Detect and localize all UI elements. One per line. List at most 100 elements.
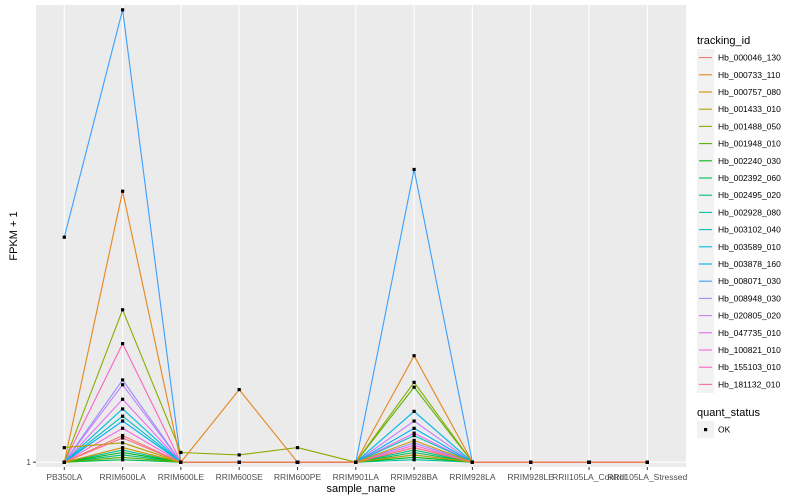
data-point bbox=[121, 436, 125, 440]
x-tick-label: RRIM928LE bbox=[508, 472, 555, 482]
legend: tracking_id quant_status Hb_000046_130 Hb… bbox=[697, 35, 781, 439]
data-point bbox=[121, 433, 125, 438]
legend-item-hb-001433-010: Hb_001433_010 bbox=[697, 100, 781, 118]
data-point bbox=[412, 354, 416, 358]
data-point bbox=[121, 8, 125, 12]
legend-label: Hb_100821_010 bbox=[718, 345, 781, 355]
x-tick-label: RRII105LA_Stressed bbox=[607, 472, 687, 482]
data-point bbox=[354, 460, 358, 464]
legend-item-hb-181132-010: Hb_181132_010 bbox=[697, 375, 781, 393]
legend-item-hb-002240-030: Hb_002240_030 bbox=[697, 152, 781, 170]
data-point bbox=[179, 460, 183, 464]
x-axis-title: sample_name bbox=[326, 483, 395, 495]
data-point bbox=[121, 446, 125, 450]
data-point bbox=[412, 433, 416, 438]
legend-item-hb-100821-010: Hb_100821_010 bbox=[697, 341, 781, 359]
data-point bbox=[412, 441, 416, 445]
legend-item-hb-003878-160: Hb_003878_160 bbox=[697, 255, 781, 273]
data-point bbox=[412, 419, 416, 423]
x-tick-label: RRII105LA_Control bbox=[552, 472, 626, 482]
legend-label: Hb_002495_020 bbox=[718, 190, 781, 200]
y-tick-label: 1 bbox=[26, 457, 31, 467]
legend-label: Hb_001488_050 bbox=[718, 121, 781, 131]
data-point bbox=[470, 460, 474, 464]
data-point bbox=[121, 450, 125, 455]
data-point bbox=[62, 460, 66, 464]
legend-label: Hb_003589_010 bbox=[718, 242, 781, 252]
data-point bbox=[587, 460, 591, 464]
legend-label: Hb_008071_030 bbox=[718, 276, 781, 286]
data-point bbox=[412, 443, 416, 447]
legend-label: Hb_001948_010 bbox=[718, 139, 781, 149]
y-axis-title: FPKM + 1 bbox=[8, 211, 20, 260]
legend-label: Hb_002928_080 bbox=[718, 207, 781, 217]
data-point bbox=[412, 458, 416, 462]
data-points bbox=[62, 8, 649, 464]
x-tick-label: RRIM600PE bbox=[274, 472, 322, 482]
legend-label: Hb_003878_160 bbox=[718, 259, 781, 269]
data-point bbox=[121, 455, 125, 459]
legend-label: Hb_002392_060 bbox=[718, 173, 781, 183]
data-point bbox=[121, 378, 125, 382]
legend-item-hb-001948-010: Hb_001948_010 bbox=[697, 135, 781, 153]
data-point bbox=[179, 450, 183, 455]
legend-item-hb-002928-080: Hb_002928_080 bbox=[697, 203, 781, 221]
data-point bbox=[295, 446, 300, 450]
x-tick-label: RRIM901LA bbox=[333, 472, 380, 482]
data-point bbox=[237, 460, 241, 464]
data-point bbox=[412, 450, 416, 455]
data-point bbox=[237, 453, 241, 457]
legend-label: Hb_000733_110 bbox=[718, 70, 781, 80]
x-axis: PB350LA RRIM600LA RRIM600LE RRIM600SE RRIM60… bbox=[46, 467, 687, 482]
data-point bbox=[645, 460, 649, 464]
legend-item-hb-000046-130: Hb_000046_130 bbox=[697, 49, 781, 67]
x-tick-label: PB350LA bbox=[46, 472, 82, 482]
x-tick-label: RRIM928BA bbox=[390, 472, 438, 482]
legend-label: Hb_008948_030 bbox=[718, 293, 781, 303]
legend-key-point bbox=[704, 428, 708, 432]
legend-item-hb-008948-030: Hb_008948_030 bbox=[697, 289, 781, 307]
legend-item-hb-020805-020: Hb_020805_020 bbox=[697, 307, 781, 325]
legend-label: Hb_181132_010 bbox=[718, 379, 781, 389]
legend-label: Hb_000046_130 bbox=[718, 53, 781, 63]
data-point bbox=[412, 409, 416, 413]
data-point bbox=[121, 458, 125, 462]
data-point bbox=[121, 308, 125, 312]
x-tick-label: RRIM600SE bbox=[216, 472, 264, 482]
legend-label: OK bbox=[718, 425, 731, 435]
legend-title-quant-status: quant_status bbox=[697, 407, 760, 419]
data-point bbox=[412, 385, 416, 389]
data-point bbox=[529, 460, 533, 464]
x-tick-label: RRIM600LA bbox=[99, 472, 146, 482]
legend-label: Hb_047735_010 bbox=[718, 328, 781, 338]
data-point bbox=[121, 441, 125, 445]
legend-item-hb-002495-020: Hb_002495_020 bbox=[697, 186, 781, 204]
data-point bbox=[121, 448, 125, 452]
x-tick-label: RRIM600LE bbox=[158, 472, 205, 482]
data-point bbox=[121, 383, 125, 387]
data-point bbox=[121, 342, 125, 346]
data-point bbox=[412, 167, 416, 172]
data-point bbox=[412, 380, 416, 384]
plot-panel bbox=[36, 5, 686, 467]
legend-item-hb-001488-050: Hb_001488_050 bbox=[697, 117, 781, 135]
grid-lines bbox=[36, 5, 686, 467]
legend-item-hb-003589-010: Hb_003589_010 bbox=[697, 238, 781, 256]
legend-item-ok: OK bbox=[697, 421, 731, 439]
data-point bbox=[237, 387, 241, 392]
legend-item-hb-000757-080: Hb_000757_080 bbox=[697, 83, 781, 101]
data-point bbox=[412, 455, 416, 459]
data-point bbox=[121, 189, 125, 193]
legend-label: Hb_000757_080 bbox=[718, 87, 781, 97]
data-point bbox=[412, 426, 416, 430]
data-point bbox=[121, 414, 125, 418]
data-point bbox=[412, 448, 416, 452]
legend-label: Hb_020805_020 bbox=[718, 311, 781, 321]
data-point bbox=[412, 453, 416, 457]
legend-label: Hb_002240_030 bbox=[718, 156, 781, 166]
data-point bbox=[412, 446, 416, 450]
legend-label: Hb_155103_010 bbox=[718, 362, 781, 372]
data-point bbox=[62, 235, 66, 239]
legend-label: Hb_003102_040 bbox=[718, 225, 781, 235]
